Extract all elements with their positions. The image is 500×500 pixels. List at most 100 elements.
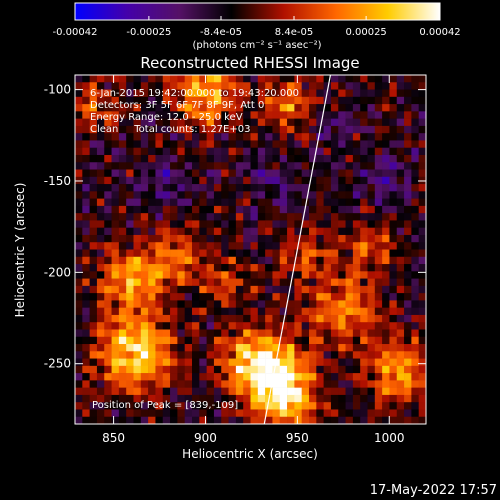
heatmap-cell [301, 344, 310, 352]
heatmap-cell [170, 285, 178, 294]
heatmap-cell [75, 162, 83, 170]
heatmap-cell [148, 358, 156, 367]
heatmap-cell [170, 220, 178, 228]
heatmap-cell [118, 227, 127, 236]
heatmap-cell [257, 256, 266, 265]
heatmap-cell [316, 293, 324, 301]
heatmap-cell [279, 89, 288, 98]
heatmap-cell [367, 184, 376, 192]
heatmap-cell [235, 351, 244, 359]
heatmap-cell [82, 264, 90, 272]
heatmap-cell [243, 176, 251, 185]
heatmap-cell [177, 402, 185, 410]
heatmap-cell [272, 300, 281, 308]
heatmap-cell [309, 147, 317, 156]
heatmap-cell [228, 140, 237, 149]
heatmap-cell [323, 154, 332, 163]
heatmap-cell [243, 300, 251, 308]
heatmap-cell [418, 234, 426, 243]
heatmap-cell [148, 271, 156, 279]
colorbar-ticks: -0.00042 -0.00025 -8.4e-05 8.4e-05 0.00025 0.… [53, 16, 461, 38]
heatmap-cell [309, 402, 317, 410]
heatmap-cell [367, 373, 376, 381]
heatmap-cell [309, 140, 317, 149]
heatmap-cell [382, 394, 390, 403]
heatmap-cell [360, 176, 368, 185]
heatmap-cell [294, 409, 302, 418]
heatmap-cell [228, 96, 237, 105]
heatmap-cell [162, 394, 171, 403]
heatmap-cell [389, 213, 398, 221]
heatmap-cell [404, 358, 412, 367]
heatmap-cell [126, 409, 134, 418]
heatmap-cell [148, 133, 156, 141]
heatmap-cell [287, 402, 295, 410]
heatmap-cell [177, 322, 185, 330]
heatmap-cell [162, 162, 171, 170]
heatmap-cell [89, 140, 98, 149]
heatmap-cell [213, 75, 222, 83]
heatmap-cell [192, 234, 200, 243]
heatmap-cell [170, 394, 178, 403]
heatmap-cell [206, 140, 215, 149]
heatmap-cell [360, 271, 368, 279]
heatmap-cell [148, 380, 156, 388]
heatmap-cell [243, 380, 251, 388]
heatmap-cell [411, 307, 419, 316]
heatmap-cell [140, 162, 149, 170]
heatmap-cell [184, 402, 193, 410]
heatmap-cell [345, 169, 354, 178]
heatmap-cell [367, 104, 376, 112]
heatmap-cell [287, 293, 295, 301]
heatmap-cell [89, 416, 98, 424]
heatmap-cell [250, 394, 259, 403]
heatmap-cell [162, 227, 171, 236]
heatmap-cell [301, 220, 310, 228]
heatmap-cell [279, 213, 288, 221]
heatmap-cell [162, 111, 171, 119]
heatmap-cell [250, 365, 259, 374]
heatmap-cell [89, 314, 98, 323]
heatmap-cell [148, 344, 156, 352]
heatmap-cell [104, 365, 112, 374]
heatmap-cell [396, 307, 405, 316]
heatmap-cell [345, 96, 354, 105]
heatmap-cell [301, 118, 310, 127]
heatmap-cell [396, 89, 405, 98]
heatmap-cell [206, 358, 215, 367]
heatmap-cell [228, 227, 237, 236]
heatmap-cell [228, 409, 237, 418]
heatmap-cell [104, 205, 112, 214]
heatmap-cell [243, 409, 251, 418]
heatmap-cell [345, 89, 354, 98]
heatmap-cell [338, 234, 346, 243]
heatmap-cell [75, 198, 83, 207]
heatmap-cell [155, 242, 164, 250]
heatmap-cell [118, 271, 127, 279]
heatmap-cell [155, 365, 164, 374]
heatmap-cell [184, 133, 193, 141]
heatmap-cell [389, 271, 398, 279]
heatmap-cell [126, 213, 134, 221]
heatmap-cell [272, 133, 281, 141]
heatmap-cell [206, 300, 215, 308]
heatmap-cell [250, 111, 259, 119]
heatmap-cell [411, 118, 419, 127]
heatmap-cell [367, 154, 376, 163]
heatmap-cell [294, 96, 302, 105]
heatmap-cell [82, 300, 90, 308]
heatmap-cell [104, 373, 112, 381]
heatmap-cell [213, 293, 222, 301]
heatmap-cell [404, 365, 412, 374]
heatmap-cell [374, 198, 383, 207]
heatmap-cell [235, 285, 244, 294]
heatmap-cell [250, 416, 259, 424]
heatmap-cell [177, 380, 185, 388]
heatmap-cell [206, 184, 215, 192]
heatmap-cell [418, 191, 426, 199]
heatmap-cell [89, 154, 98, 163]
heatmap-cell [367, 387, 376, 396]
heatmap-cell [177, 140, 185, 149]
heatmap-cell [294, 191, 302, 199]
heatmap-cell [330, 314, 339, 323]
